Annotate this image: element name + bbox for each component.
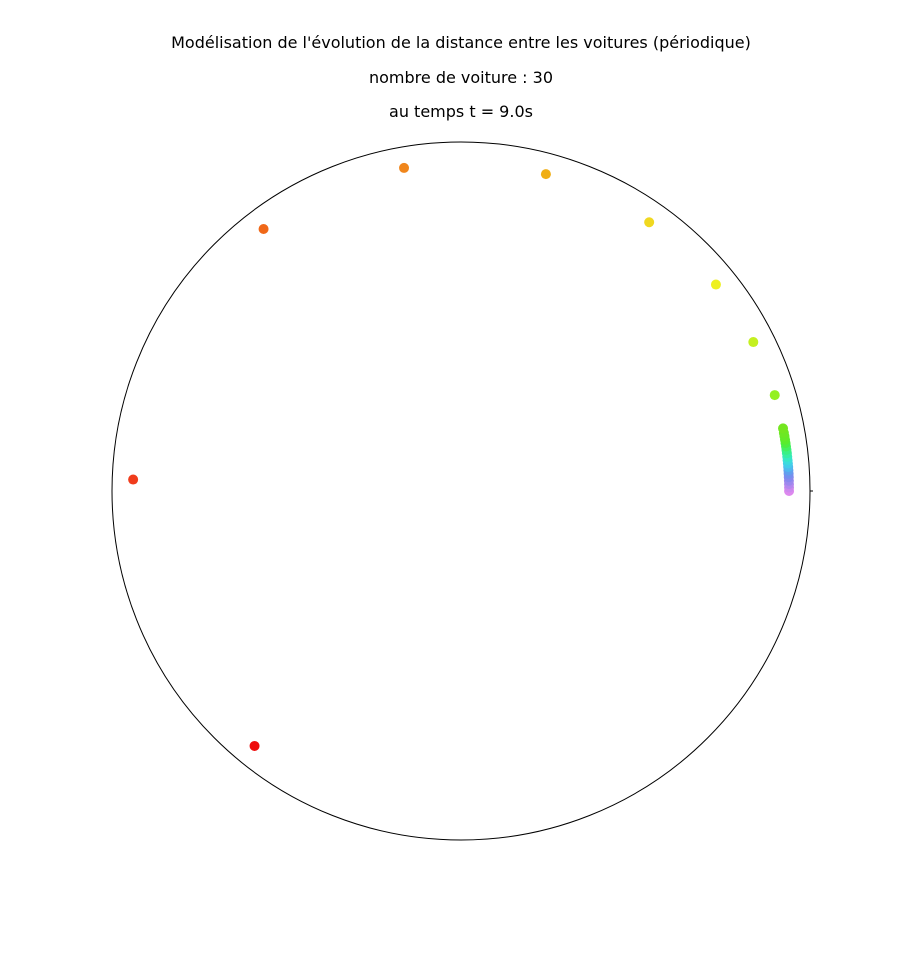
car-point-19 xyxy=(778,423,789,434)
car-point-26 xyxy=(258,224,269,234)
time-subtitle: au temps t = 9.0s xyxy=(389,102,533,121)
car-point-24 xyxy=(540,169,551,180)
car-points xyxy=(128,162,795,751)
car-point-21 xyxy=(748,337,759,348)
car-point-28 xyxy=(249,740,260,751)
polar-axis-circle xyxy=(111,141,811,841)
car-point-27 xyxy=(128,474,139,485)
chart-title: Modélisation de l'évolution de la distan… xyxy=(171,33,751,52)
car-point-20 xyxy=(769,390,780,401)
car-point-23 xyxy=(644,217,655,228)
car-point-25 xyxy=(399,162,410,173)
car-point-22 xyxy=(710,279,721,290)
car-count-subtitle: nombre de voiture : 30 xyxy=(368,68,554,87)
